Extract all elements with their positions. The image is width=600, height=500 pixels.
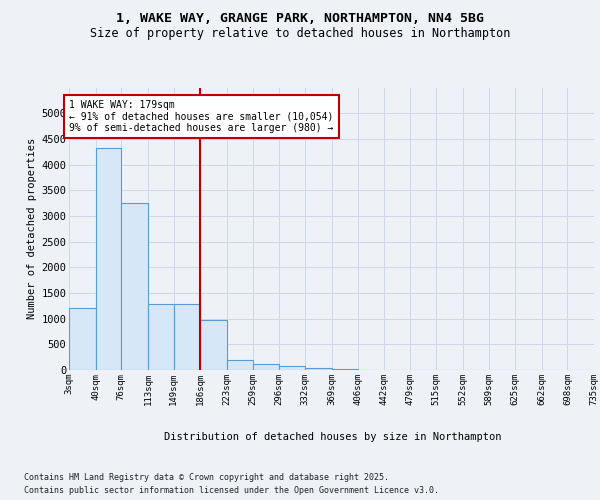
Bar — [200, 320, 227, 370]
Bar — [121, 202, 148, 370]
Bar — [148, 304, 174, 370]
Text: Contains HM Land Registry data © Crown copyright and database right 2025.: Contains HM Land Registry data © Crown c… — [24, 472, 389, 482]
Bar — [331, 369, 358, 370]
Text: Distribution of detached houses by size in Northampton: Distribution of detached houses by size … — [164, 432, 502, 442]
Y-axis label: Number of detached properties: Number of detached properties — [27, 138, 37, 320]
Bar — [253, 364, 279, 370]
Text: 1, WAKE WAY, GRANGE PARK, NORTHAMPTON, NN4 5BG: 1, WAKE WAY, GRANGE PARK, NORTHAMPTON, N… — [116, 12, 484, 26]
Text: Size of property relative to detached houses in Northampton: Size of property relative to detached ho… — [90, 28, 510, 40]
Bar — [305, 368, 331, 370]
Bar — [279, 366, 305, 370]
Bar — [95, 148, 121, 370]
Bar — [227, 360, 253, 370]
Bar — [174, 304, 200, 370]
Text: 1 WAKE WAY: 179sqm
← 91% of detached houses are smaller (10,054)
9% of semi-deta: 1 WAKE WAY: 179sqm ← 91% of detached hou… — [70, 100, 334, 134]
Text: Contains public sector information licensed under the Open Government Licence v3: Contains public sector information licen… — [24, 486, 439, 495]
Bar — [69, 308, 95, 370]
